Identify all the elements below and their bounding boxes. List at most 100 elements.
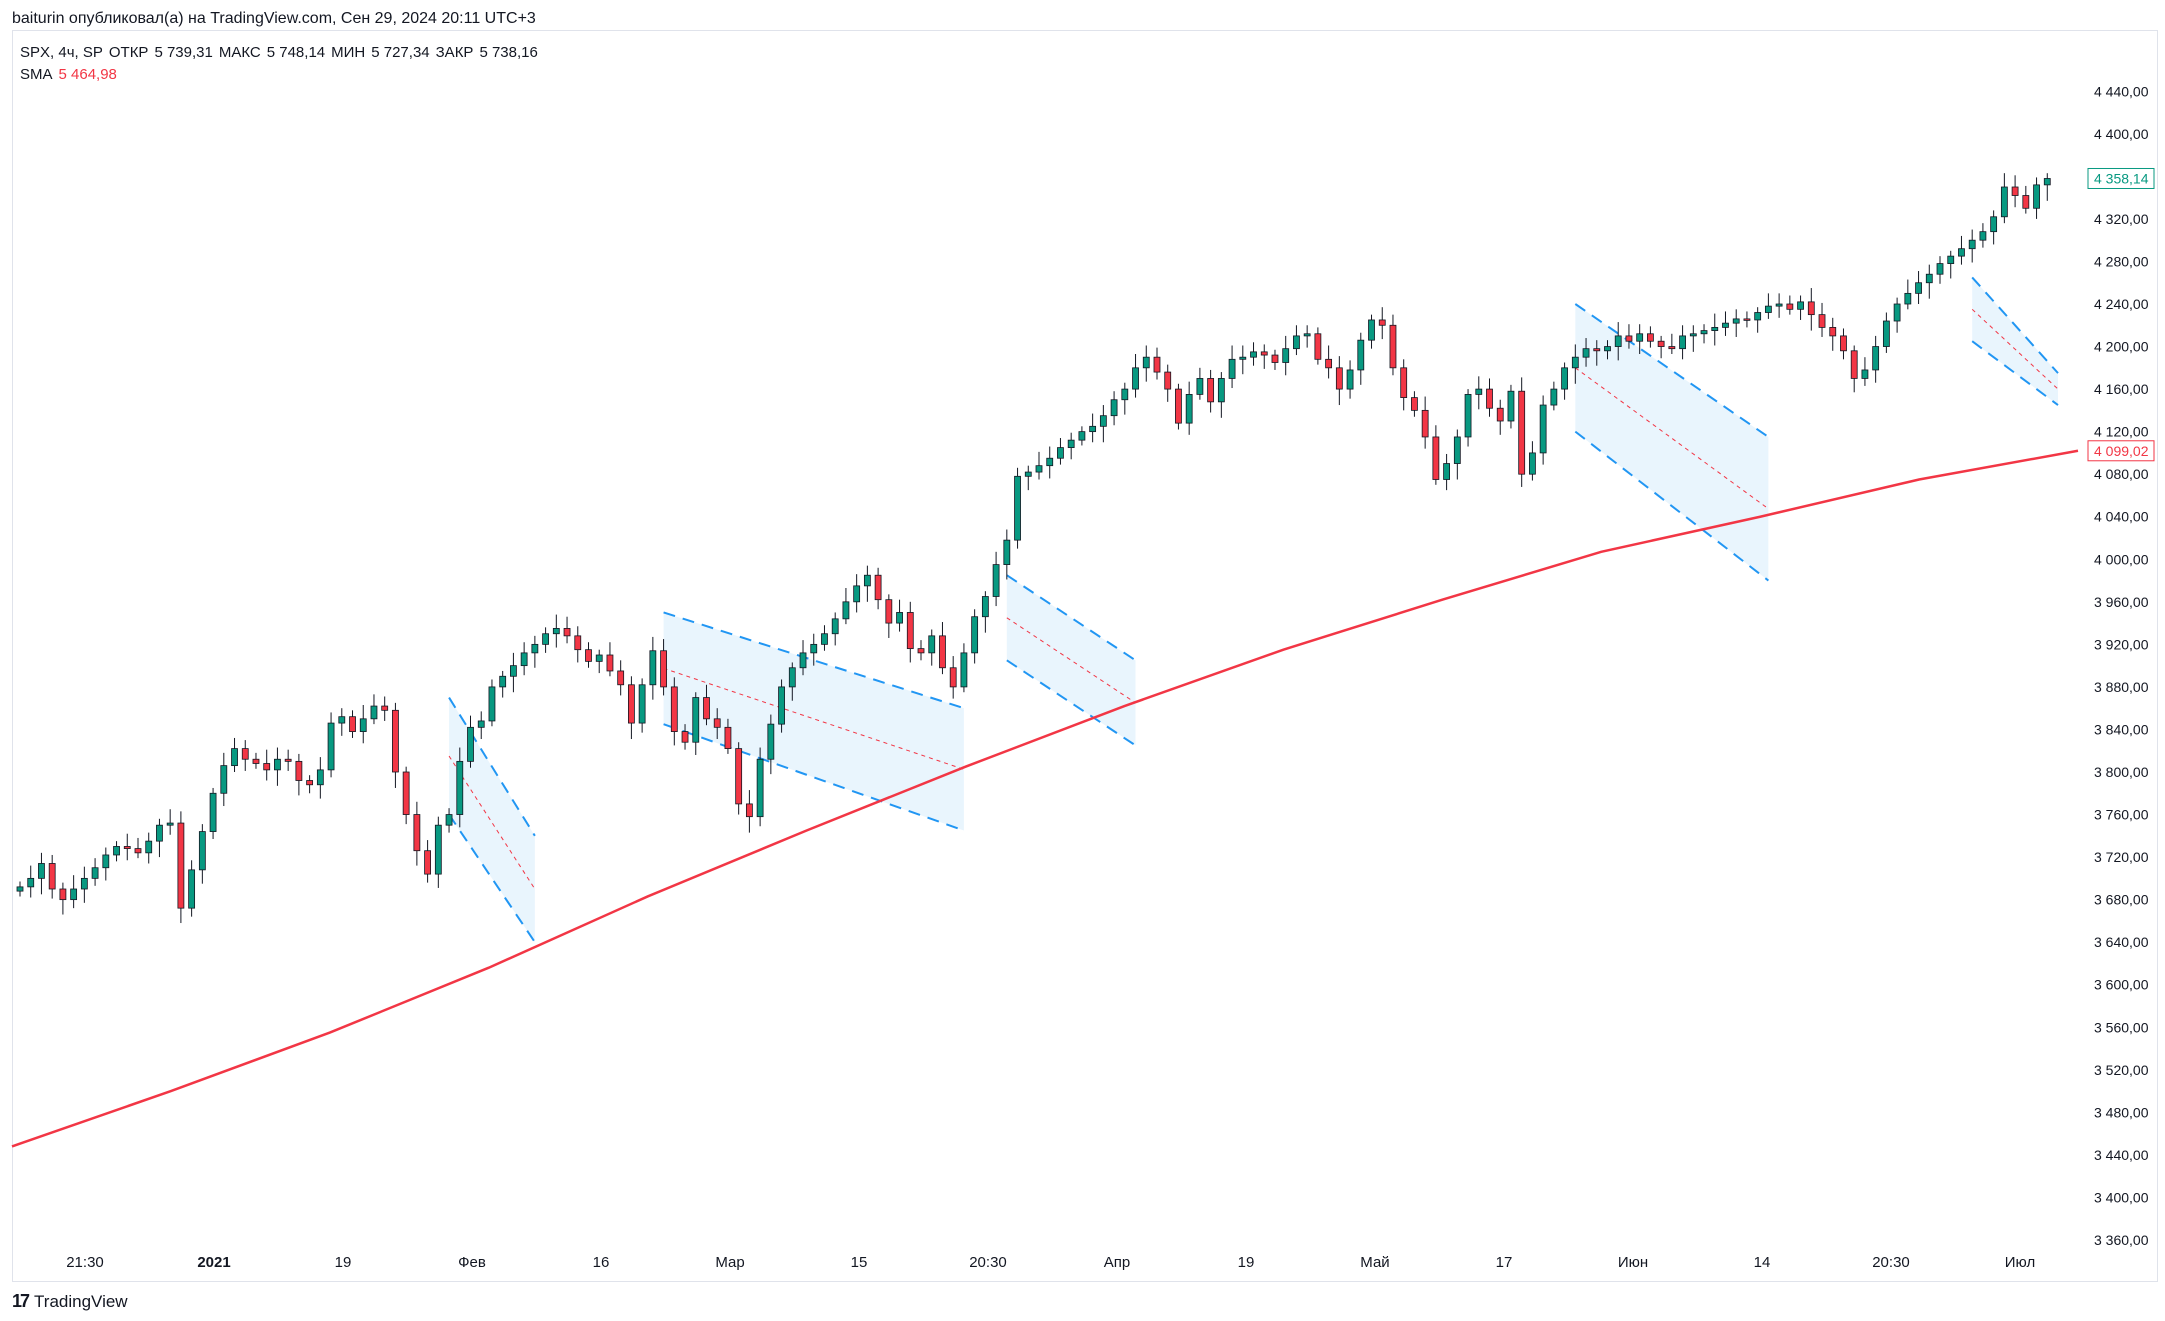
candle-body bbox=[1518, 390, 1526, 475]
candle-body bbox=[756, 758, 764, 818]
candle-body bbox=[885, 599, 893, 624]
candle-body bbox=[381, 705, 389, 711]
candle-body bbox=[1196, 378, 1204, 395]
chart-frame bbox=[12, 30, 2158, 1282]
candle-body bbox=[917, 648, 925, 654]
candle-body bbox=[1657, 340, 1665, 347]
candle-body bbox=[1700, 330, 1708, 335]
candle-body bbox=[1850, 350, 1858, 379]
symbol-label: SPX, 4ч, SP bbox=[20, 44, 103, 61]
candle-body bbox=[306, 780, 314, 786]
x-axis-tick-label: Июл bbox=[2005, 1254, 2035, 1271]
candle-body bbox=[735, 748, 743, 805]
candle-body bbox=[1164, 371, 1172, 390]
candle-body bbox=[799, 652, 807, 669]
candle-body bbox=[1368, 319, 1375, 341]
y-axis-tick-label: 3 640,00 bbox=[2094, 934, 2149, 950]
candle-body bbox=[552, 628, 560, 635]
candle-body bbox=[1861, 369, 1869, 379]
y-axis-tick-label: 3 440,00 bbox=[2094, 1147, 2149, 1163]
candle-body bbox=[810, 643, 818, 654]
candle-body bbox=[1346, 369, 1354, 390]
candle-body bbox=[198, 831, 206, 871]
candle-body bbox=[2000, 186, 2008, 218]
candle-body bbox=[1689, 333, 1697, 337]
candle-body bbox=[778, 686, 785, 725]
y-axis-tick-label: 4 080,00 bbox=[2094, 466, 2149, 482]
candle-body bbox=[906, 612, 914, 650]
candle-body bbox=[70, 888, 78, 901]
candle-body bbox=[1636, 333, 1644, 342]
candle-body bbox=[767, 723, 775, 760]
candle-body bbox=[788, 667, 796, 688]
candle-body bbox=[392, 709, 399, 773]
candle-body bbox=[842, 601, 850, 620]
candle-body bbox=[670, 686, 678, 732]
candle-body bbox=[713, 718, 721, 728]
candle-body bbox=[981, 596, 989, 618]
channel-upper-line bbox=[1006, 574, 1137, 662]
y-axis-tick-label: 3 560,00 bbox=[2094, 1019, 2149, 1035]
x-axis-tick-label: 20:30 bbox=[969, 1254, 1007, 1271]
candle-body bbox=[1282, 348, 1290, 363]
candle-body bbox=[1260, 351, 1268, 356]
candle-body bbox=[477, 720, 485, 728]
x-axis-tick-label: Апр bbox=[1104, 1254, 1130, 1271]
candle-body bbox=[1486, 388, 1493, 409]
tradingview-logo[interactable]: 17 TradingView bbox=[12, 1291, 128, 1312]
candle-body bbox=[1679, 335, 1686, 350]
channel-lower-line bbox=[448, 813, 536, 943]
candle-body bbox=[80, 877, 88, 890]
close-value: 5 738,16 bbox=[479, 44, 538, 61]
y-axis-tick-label: 3 720,00 bbox=[2094, 849, 2149, 865]
channel-lower-line bbox=[1971, 340, 2059, 406]
candle-body bbox=[134, 848, 142, 854]
y-axis-tick-label: 3 480,00 bbox=[2094, 1104, 2149, 1120]
candle-body bbox=[1625, 335, 1633, 342]
candle-body bbox=[252, 758, 260, 764]
y-axis-tick-label: 3 800,00 bbox=[2094, 764, 2149, 780]
channel-upper-line bbox=[1971, 276, 2059, 374]
candle-body bbox=[1936, 263, 1944, 275]
candle-body bbox=[939, 635, 946, 669]
candle-body bbox=[1732, 318, 1740, 324]
brand-label: TradingView bbox=[34, 1291, 128, 1311]
ohlc-legend-row: SPX, 4ч, SP ОТКР 5 739,31 МАКС 5 748,14 МИ… bbox=[20, 42, 538, 64]
candle-body bbox=[2033, 184, 2040, 209]
candle-body bbox=[1228, 358, 1236, 379]
candle-body bbox=[542, 633, 549, 645]
candle-body bbox=[370, 705, 378, 720]
candle-body bbox=[960, 652, 968, 688]
y-axis-tick-label: 3 400,00 bbox=[2094, 1189, 2149, 1205]
y-axis-tick-label: 4 320,00 bbox=[2094, 211, 2149, 227]
candle-body bbox=[928, 635, 936, 654]
channel-lower-line bbox=[1006, 659, 1137, 747]
candle-body bbox=[1529, 452, 1536, 475]
candle-body bbox=[510, 665, 517, 677]
candle-body bbox=[1872, 346, 1880, 371]
sma-price-label-box bbox=[2087, 440, 2155, 462]
candle-body bbox=[1421, 409, 1429, 438]
x-axis-tick-label: Июн bbox=[1618, 1254, 1648, 1271]
candle-body bbox=[574, 635, 582, 651]
chart-legend: SPX, 4ч, SP ОТКР 5 739,31 МАКС 5 748,14 МИ… bbox=[20, 42, 538, 86]
y-axis-tick-label: 4 200,00 bbox=[2094, 339, 2149, 355]
y-axis-tick-label: 4 440,00 bbox=[2094, 83, 2149, 99]
candle-body bbox=[1904, 292, 1912, 305]
candle-body bbox=[606, 654, 614, 672]
candle-body bbox=[1947, 255, 1955, 264]
candle-body bbox=[1443, 463, 1450, 480]
candle-body bbox=[402, 771, 410, 815]
candle-body bbox=[1099, 415, 1107, 427]
y-axis-tick-label: 3 960,00 bbox=[2094, 594, 2149, 610]
candle-body bbox=[1175, 388, 1182, 424]
candle-body bbox=[274, 758, 281, 771]
candle-body bbox=[1979, 231, 1987, 241]
candle-body bbox=[628, 684, 635, 724]
candle-body bbox=[467, 726, 474, 762]
x-axis-tick-label: Мар bbox=[715, 1254, 744, 1271]
y-axis-tick-label: 4 400,00 bbox=[2094, 126, 2149, 142]
channel-upper-line bbox=[448, 697, 536, 837]
last-price-label-box bbox=[2087, 167, 2155, 189]
